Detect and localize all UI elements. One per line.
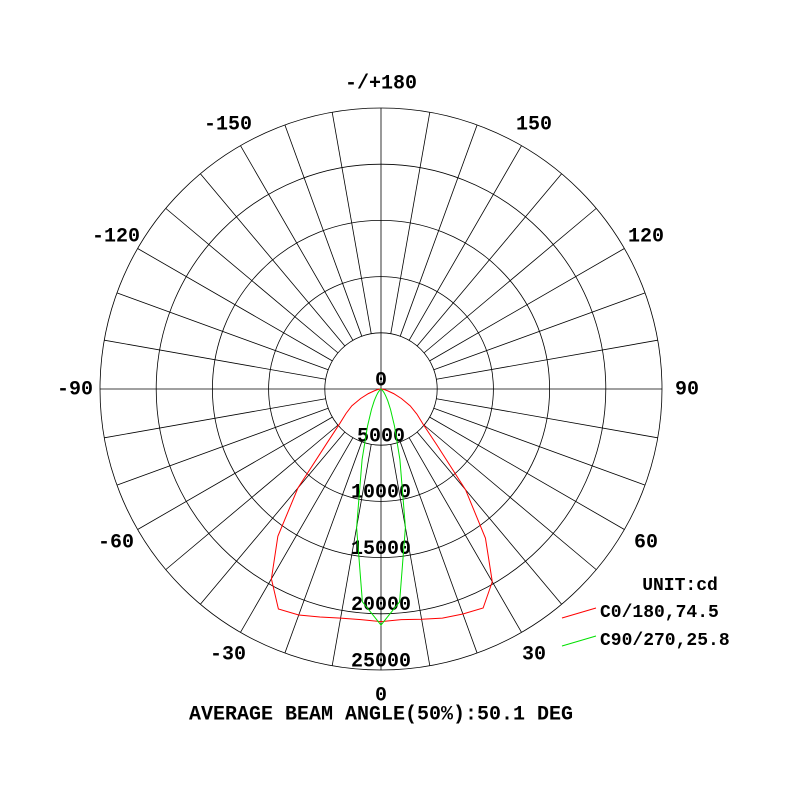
series-curve	[270, 388, 493, 623]
theta-tick-label: 120	[628, 225, 664, 248]
legend-label: C0/180,74.5	[600, 603, 719, 623]
grid-spoke	[429, 248, 625, 362]
grid-spoke	[390, 112, 431, 334]
grid-spoke	[137, 248, 333, 362]
grid-spoke	[399, 124, 478, 337]
theta-tick-label: 90	[675, 378, 699, 401]
r-tick-label: 5000	[357, 425, 405, 448]
theta-tick-label: 60	[634, 531, 658, 554]
grid-spoke	[433, 407, 646, 486]
legend-swatch	[561, 607, 597, 619]
grid-spoke	[436, 339, 658, 380]
theta-tick-label: 150	[516, 113, 552, 136]
grid-spoke	[200, 431, 346, 605]
grid-spoke	[408, 437, 522, 633]
series-curve	[356, 388, 406, 626]
grid-spoke	[423, 424, 597, 570]
theta-tick-label: -90	[57, 378, 93, 401]
grid-spoke	[423, 208, 597, 354]
chart-title: AVERAGE BEAM ANGLE(50%):50.1 DEG	[189, 703, 573, 726]
r-tick-label: 25000	[351, 650, 411, 673]
grid-spoke	[284, 124, 363, 337]
grid-spoke	[104, 398, 326, 439]
theta-tick-label: -150	[204, 113, 252, 136]
legend-swatch	[561, 635, 597, 647]
grid-spoke	[436, 398, 658, 439]
theta-tick-label: -120	[92, 225, 140, 248]
grid-spoke	[116, 292, 329, 371]
grid-spoke	[429, 416, 625, 530]
theta-tick-label: -60	[98, 531, 134, 554]
grid-spoke	[116, 407, 329, 486]
theta-tick-label: -30	[210, 643, 246, 666]
grid-spoke	[200, 173, 346, 347]
grid-spoke	[416, 173, 562, 347]
grid-spoke	[240, 145, 354, 341]
grid-spoke	[433, 292, 646, 371]
r-tick-label: 10000	[351, 482, 411, 505]
r-tick-label: 0	[375, 369, 387, 392]
grid-spoke	[416, 431, 562, 605]
theta-tick-label: 0	[375, 684, 387, 707]
legend-label: C90/270,25.8	[600, 631, 730, 651]
grid-spoke	[284, 441, 363, 654]
r-tick-label: 15000	[351, 538, 411, 561]
grid-spoke	[408, 145, 522, 341]
grid-spoke	[399, 441, 478, 654]
unit-label: UNIT:cd	[642, 576, 718, 596]
grid-spoke	[390, 444, 431, 666]
theta-tick-label: 30	[522, 643, 546, 666]
grid-spoke	[331, 444, 372, 666]
grid-spoke	[104, 339, 326, 380]
grid-spoke	[165, 424, 339, 570]
theta-tick-label: -/+180	[345, 72, 417, 95]
grid-spoke	[331, 112, 372, 334]
grid-spoke	[137, 416, 333, 530]
grid-spoke	[240, 437, 354, 633]
grid-spoke	[165, 208, 339, 354]
r-tick-label: 20000	[351, 594, 411, 617]
